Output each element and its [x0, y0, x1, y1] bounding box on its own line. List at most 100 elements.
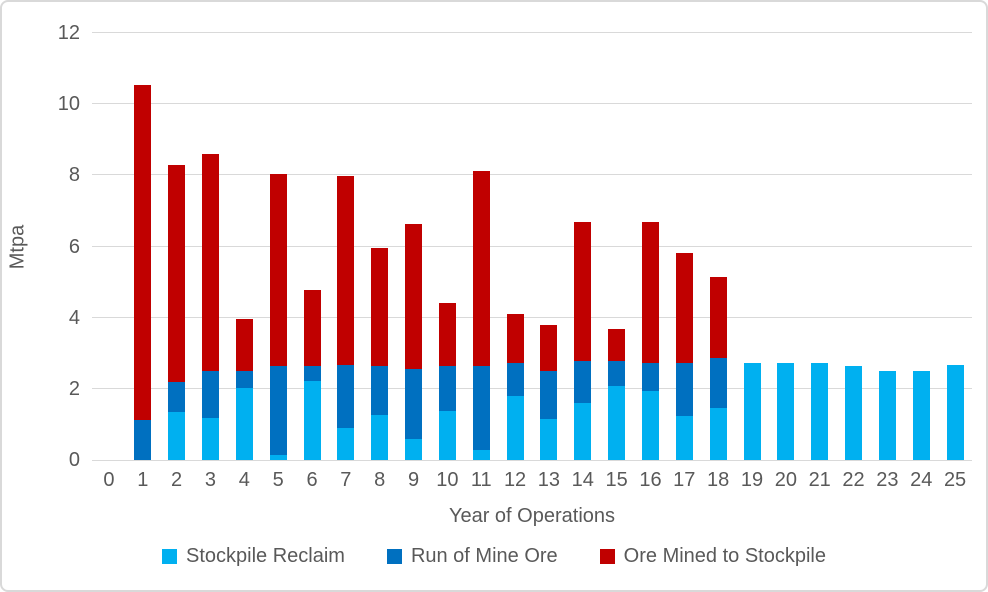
x-tick-label-5: 5 [272, 469, 284, 491]
bar-year5-ore-mined-to-stockpile [269, 174, 287, 367]
x-tick-label-0: 0 [103, 469, 115, 491]
legend-swatch-run-of-mine-ore [386, 549, 402, 564]
bar-year6-ore-mined-to-stockpile [303, 289, 321, 367]
gridline-0 [92, 460, 972, 461]
x-tick-label-14: 14 [571, 469, 594, 491]
bar-year2-stockpile-reclaim [168, 412, 186, 460]
x-tick-label-4: 4 [238, 469, 250, 491]
bar-year14-ore-mined-to-stockpile [574, 221, 592, 362]
bar-year25-stockpile-reclaim [946, 365, 964, 460]
legend-item-ore-mined-to-stockpile: Ore Mined to Stockpile [599, 545, 826, 568]
legend-swatch-stockpile-reclaim [161, 549, 177, 564]
legend: Stockpile Reclaim Run of Mine Ore Ore Mine… [2, 545, 986, 568]
bar-year17-run-of-mine-ore [675, 362, 693, 416]
bar-year7-ore-mined-to-stockpile [337, 175, 355, 366]
bar-year17-ore-mined-to-stockpile [675, 253, 693, 363]
y-tick-label-6: 6 [68, 235, 80, 258]
bar-year6-stockpile-reclaim [303, 380, 321, 460]
x-tick-label-19: 19 [740, 469, 764, 491]
bar-year14-run-of-mine-ore [574, 361, 592, 403]
bar-year15-ore-mined-to-stockpile [608, 328, 626, 361]
legend-item-run-of-mine-ore: Run of Mine Ore [386, 545, 558, 568]
bar-year3-stockpile-reclaim [201, 417, 219, 460]
y-tick-label-8: 8 [68, 164, 80, 187]
gridline-12 [92, 32, 972, 33]
bar-year17-stockpile-reclaim [675, 415, 693, 460]
y-axis-title: Mtpa [6, 224, 29, 270]
legend-label-stockpile-reclaim: Stockpile Reclaim [185, 545, 345, 567]
plot-area [92, 32, 972, 461]
bar-year5-stockpile-reclaim [269, 455, 287, 460]
bar-year12-run-of-mine-ore [506, 363, 524, 396]
x-tick-label-7: 7 [340, 469, 352, 491]
bar-year3-run-of-mine-ore [201, 370, 219, 418]
y-tick-label-0: 0 [68, 449, 80, 471]
x-axis-title: Year of Operations [448, 505, 616, 527]
bar-year24-stockpile-reclaim [912, 370, 930, 460]
gridline-2 [92, 387, 972, 389]
x-tick-label-11: 11 [470, 469, 492, 491]
bar-year12-ore-mined-to-stockpile [506, 314, 524, 364]
bar-year8-ore-mined-to-stockpile [371, 247, 389, 367]
gridline-10 [92, 103, 972, 105]
bar-year16-run-of-mine-ore [641, 362, 659, 391]
gridline-4 [92, 316, 972, 318]
legend-label-ore-mined-to-stockpile: Ore Mined to Stockpile [623, 545, 826, 567]
bar-year2-run-of-mine-ore [168, 381, 186, 413]
bar-year13-stockpile-reclaim [540, 419, 558, 460]
x-tick-label-8: 8 [374, 469, 386, 491]
x-tick-label-10: 10 [436, 469, 459, 491]
x-tick-label-15: 15 [605, 469, 628, 491]
x-tick-label-13: 13 [537, 469, 561, 491]
x-tick-label-21: 21 [808, 469, 831, 491]
x-tick-label-9: 9 [407, 469, 420, 491]
gridline-6 [92, 245, 972, 247]
bar-year1-ore-mined-to-stockpile [134, 84, 152, 420]
legend-swatch-ore-mined-to-stockpile [599, 549, 615, 564]
bar-year8-run-of-mine-ore [371, 366, 389, 416]
bar-year1-run-of-mine-ore [134, 419, 152, 460]
bar-year11-run-of-mine-ore [472, 365, 490, 450]
bar-year13-ore-mined-to-stockpile [540, 325, 558, 371]
bar-year6-run-of-mine-ore [303, 366, 321, 381]
bar-year3-ore-mined-to-stockpile [201, 154, 219, 371]
bar-year18-run-of-mine-ore [709, 358, 727, 409]
bar-year8-stockpile-reclaim [371, 415, 389, 460]
bar-year9-stockpile-reclaim [405, 438, 423, 460]
bar-year4-stockpile-reclaim [235, 388, 253, 460]
bar-year4-run-of-mine-ore [235, 370, 253, 389]
bar-year10-stockpile-reclaim [438, 410, 456, 460]
bar-year18-ore-mined-to-stockpile [709, 276, 727, 359]
bar-year10-run-of-mine-ore [438, 366, 456, 411]
x-tick-label-18: 18 [707, 469, 730, 491]
bar-year15-run-of-mine-ore [608, 360, 626, 387]
bar-year5-run-of-mine-ore [269, 366, 287, 456]
bar-year12-stockpile-reclaim [506, 395, 524, 460]
bar-year19-stockpile-reclaim [743, 363, 761, 460]
bar-year4-ore-mined-to-stockpile [235, 318, 253, 371]
legend-item-stockpile-reclaim: Stockpile Reclaim [161, 545, 345, 568]
bar-year22-stockpile-reclaim [845, 365, 863, 460]
x-tick-label-16: 16 [639, 469, 662, 491]
x-tick-label-17: 17 [673, 469, 696, 491]
bar-year15-stockpile-reclaim [608, 386, 626, 460]
bar-year9-ore-mined-to-stockpile [405, 223, 423, 370]
bar-year18-stockpile-reclaim [709, 408, 727, 460]
bar-year11-stockpile-reclaim [472, 449, 490, 460]
gridline-8 [92, 174, 972, 176]
x-tick-label-2: 2 [171, 469, 183, 491]
x-tick-label-25: 25 [943, 469, 967, 491]
bar-year16-ore-mined-to-stockpile [641, 221, 659, 363]
bar-year16-stockpile-reclaim [641, 390, 659, 460]
x-tick-label-12: 12 [503, 469, 527, 491]
x-tick-label-24: 24 [910, 469, 933, 491]
bar-year10-ore-mined-to-stockpile [438, 303, 456, 367]
bar-year23-stockpile-reclaim [878, 370, 896, 460]
bar-year20-stockpile-reclaim [777, 363, 795, 460]
bar-year11-ore-mined-to-stockpile [472, 171, 490, 366]
bar-year14-stockpile-reclaim [574, 402, 592, 460]
y-tick-label-10: 10 [57, 93, 80, 116]
bar-year2-ore-mined-to-stockpile [168, 164, 186, 382]
x-tick-label-22: 22 [842, 469, 865, 491]
bar-year21-stockpile-reclaim [811, 363, 829, 460]
